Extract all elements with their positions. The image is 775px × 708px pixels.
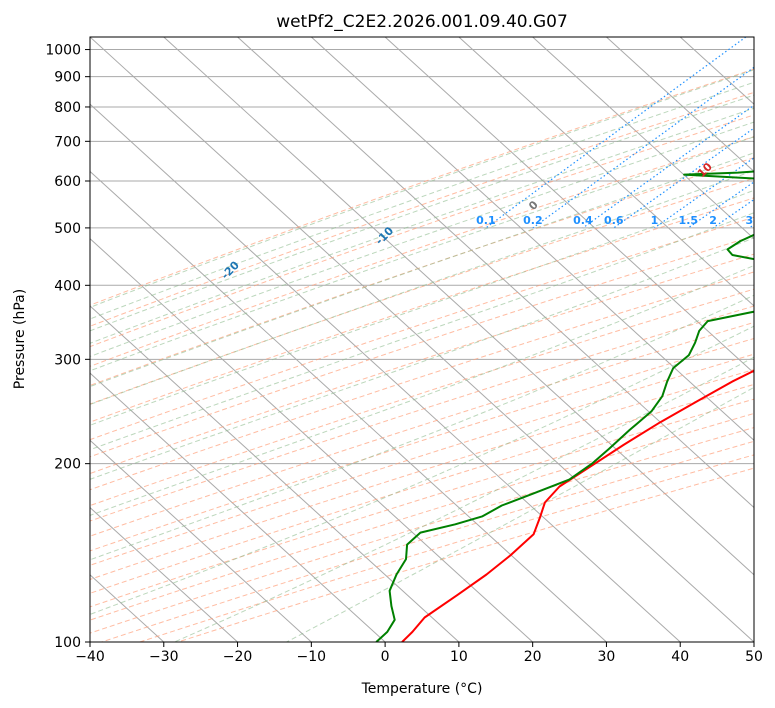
y-tick-label: 300 [54, 352, 81, 368]
isotherm-line [384, 37, 754, 374]
chart-title: wetPf2_C2E2.2026.001.09.40.G07 [276, 12, 568, 32]
mixing-ratio-line [532, 66, 754, 229]
mixing-ratio-label: 1 [651, 214, 659, 227]
temperature-profile-line [401, 369, 754, 642]
isotherm-line [606, 37, 754, 173]
y-tick-label: 700 [54, 134, 81, 150]
x-tick-label: 40 [671, 649, 689, 665]
isotherm-line [237, 37, 754, 509]
mixing-ratio-label: 3 [745, 214, 753, 227]
isotherm-line [90, 37, 754, 642]
series-layer [375, 170, 754, 642]
dry-adiabat-line [90, 197, 754, 423]
mixing-ratio-label: 0.6 [604, 214, 624, 227]
dry-adiabat-line [90, 68, 754, 306]
x-tick-label: 30 [598, 649, 616, 665]
y-tick-label: 200 [54, 457, 81, 473]
moist-adiabat-line [286, 386, 754, 642]
y-tick-label: 500 [54, 221, 81, 237]
moist-adiabat-line [90, 294, 754, 561]
y-tick-label: 900 [54, 70, 81, 86]
x-tick-label: 10 [450, 649, 468, 665]
plot-frame [89, 36, 755, 643]
moist-adiabat-line [90, 136, 754, 372]
x-tick-label: −10 [297, 649, 327, 665]
isotherm-line [163, 37, 754, 576]
y-tick-label: 400 [54, 278, 81, 294]
isotherm-line [90, 305, 460, 642]
dry-adiabat-line [90, 427, 754, 634]
y-tick-label: 600 [54, 174, 81, 190]
isotherm-line [90, 506, 238, 642]
isotherm-line [90, 170, 607, 642]
dry-adiabat-line [177, 467, 754, 642]
dry-adiabat-line [139, 454, 754, 642]
isotherm-line [90, 237, 534, 642]
moist-adiabat-line [174, 356, 754, 642]
y-tick-label: 800 [54, 100, 81, 116]
dry-adiabat-label: -20 [219, 258, 242, 281]
x-tick-label: −40 [75, 649, 105, 665]
y-tick-label: 100 [54, 635, 81, 651]
mixing-ratio-line [485, 37, 747, 229]
dry-adiabat-line [101, 440, 754, 642]
moist-adiabat-line [90, 325, 754, 615]
isotherm-line [90, 372, 386, 642]
mixing-ratio-label: 2 [709, 214, 717, 227]
moist-adiabat-line [90, 170, 754, 405]
isotherm-line [90, 439, 312, 642]
dry-adiabat-line [90, 136, 754, 367]
isotherm-line [753, 37, 754, 38]
moist-adiabat-line [90, 69, 754, 308]
x-axis-label: Temperature (°C) [361, 681, 483, 697]
dry-adiabat-line [90, 216, 754, 441]
x-tick-label: 20 [524, 649, 542, 665]
isotherm-line [458, 37, 754, 307]
mixing-ratio-label: 0.1 [476, 214, 496, 227]
moist-adiabat-line [90, 121, 754, 358]
x-axis: −40 −30 −20 −10 0 10 20 30 40 50 [75, 642, 763, 665]
dry-adiabat-line [90, 114, 754, 348]
y-tick-label: 1000 [45, 43, 81, 59]
mixing-ratio-label: 0.2 [523, 214, 543, 227]
background-lines [90, 37, 754, 642]
moist-adiabat-line [90, 237, 754, 480]
isotherm-line [532, 37, 754, 240]
dewpoint-profile-line [375, 170, 754, 642]
moist-adiabat-line [90, 189, 754, 426]
x-tick-label: 0 [381, 649, 390, 665]
y-axis-label: Pressure (hPa) [12, 289, 28, 389]
mixing-ratio-line [748, 223, 754, 229]
mixing-ratio-label: 1.5 [679, 214, 699, 227]
y-axis: 100 200 300 400 500 600 700 800 900 1000 [45, 43, 90, 651]
x-tick-label: 50 [745, 649, 763, 665]
x-tick-label: −20 [223, 649, 253, 665]
dry-adiabat-line [90, 157, 754, 386]
mixing-ratio-label: 0.4 [573, 214, 593, 227]
x-tick-label: −30 [149, 649, 179, 665]
isotherm-line [90, 103, 681, 642]
mixing-ratio-line [582, 104, 754, 229]
